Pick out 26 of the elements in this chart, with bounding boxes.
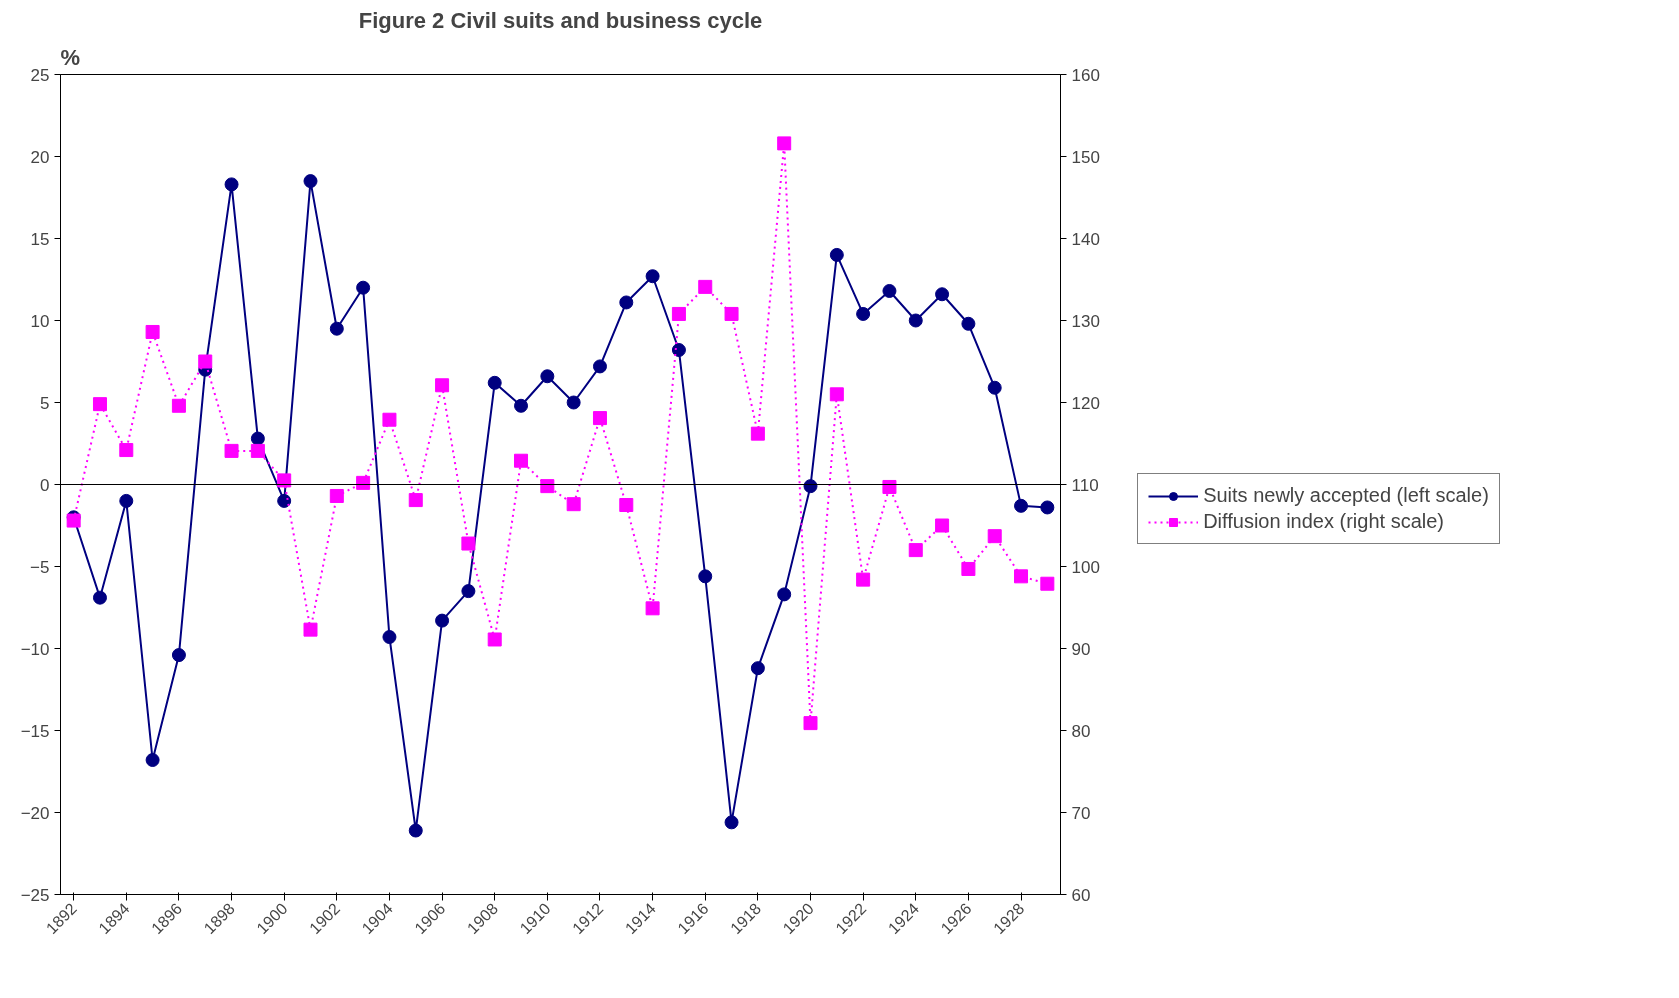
y-tick-label: −15 <box>20 721 50 741</box>
y-tick-label: 15 <box>30 229 50 249</box>
y2-tick-label: 70 <box>1071 803 1091 823</box>
y2-tick-label: 80 <box>1071 721 1091 741</box>
y2-tick-label: 140 <box>1071 229 1100 249</box>
y2-tick-label: 100 <box>1071 557 1100 577</box>
y2-tick-label: 150 <box>1071 147 1100 167</box>
chart-title: Figure 2 Civil suits and business cycle <box>358 7 763 33</box>
y-tick-label: 20 <box>30 147 50 167</box>
y2-tick-label: 120 <box>1071 393 1100 413</box>
y2-tick-label: 130 <box>1071 311 1100 331</box>
y-axis-title: % <box>60 44 81 70</box>
y-tick-label: 5 <box>40 393 50 413</box>
legend-label: Suits newly accepted (left scale) <box>1203 484 1489 507</box>
y2-tick-label: 90 <box>1071 639 1091 659</box>
legend-label: Diffusion index (right scale) <box>1203 510 1445 533</box>
y-tick-label: −20 <box>20 803 50 823</box>
y-tick-label: 10 <box>30 311 50 331</box>
y-tick-label: −10 <box>20 639 50 659</box>
y-tick-label: 0 <box>40 475 50 495</box>
y2-tick-label: 60 <box>1071 885 1091 905</box>
y2-tick-label: 160 <box>1071 65 1100 85</box>
y2-tick-label: 110 <box>1071 475 1099 495</box>
y-tick-label: −25 <box>20 885 50 905</box>
y-tick-label: 25 <box>30 65 50 85</box>
y-tick-label: −5 <box>30 557 50 577</box>
